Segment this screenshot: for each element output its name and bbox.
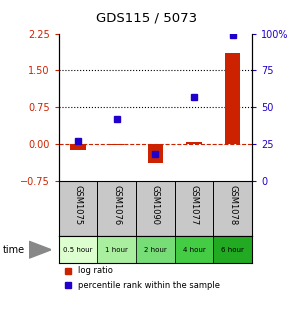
Text: 6 hour: 6 hour xyxy=(221,247,244,253)
Text: percentile rank within the sample: percentile rank within the sample xyxy=(78,281,220,290)
Bar xyxy=(70,144,86,150)
Text: 1 hour: 1 hour xyxy=(105,247,128,253)
Bar xyxy=(186,142,202,144)
Text: log ratio: log ratio xyxy=(78,266,113,275)
Text: 0.5 hour: 0.5 hour xyxy=(63,247,93,253)
Bar xyxy=(136,236,175,263)
Text: GSM1075: GSM1075 xyxy=(74,185,82,225)
Bar xyxy=(175,236,213,263)
Text: GSM1076: GSM1076 xyxy=(112,185,121,225)
Text: 4 hour: 4 hour xyxy=(183,247,205,253)
Text: GSM1090: GSM1090 xyxy=(151,185,160,225)
Text: time: time xyxy=(3,245,25,255)
Bar xyxy=(225,53,240,144)
Text: 2 hour: 2 hour xyxy=(144,247,167,253)
Bar xyxy=(97,236,136,263)
Bar xyxy=(59,236,97,263)
Bar xyxy=(148,144,163,163)
Text: GSM1078: GSM1078 xyxy=(228,185,237,225)
Text: GSM1077: GSM1077 xyxy=(190,185,198,225)
Bar xyxy=(109,144,124,145)
Bar xyxy=(213,236,252,263)
Text: GDS115 / 5073: GDS115 / 5073 xyxy=(96,12,197,25)
Polygon shape xyxy=(29,241,51,258)
